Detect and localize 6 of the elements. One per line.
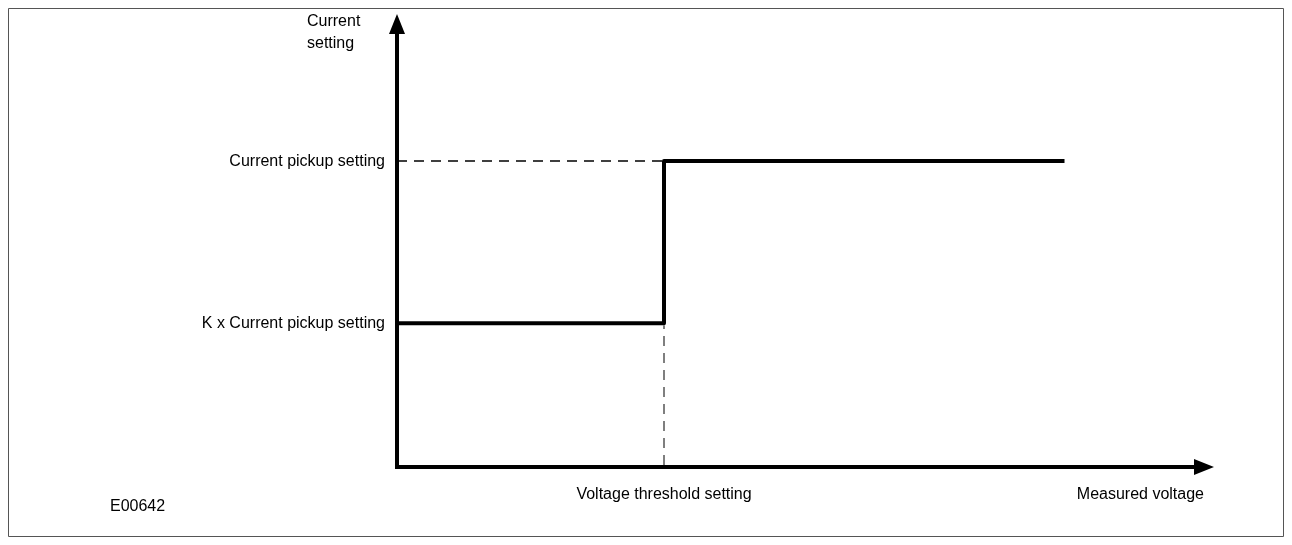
text: K x Current pickup setting (201, 313, 385, 331)
text: E00642 (110, 497, 166, 515)
ref-line-label: Current pickup setting (229, 151, 385, 169)
x-axis-title: Measured voltage (1076, 485, 1205, 503)
text: Current setting (307, 12, 361, 52)
text: Voltage threshold setting (576, 485, 752, 503)
